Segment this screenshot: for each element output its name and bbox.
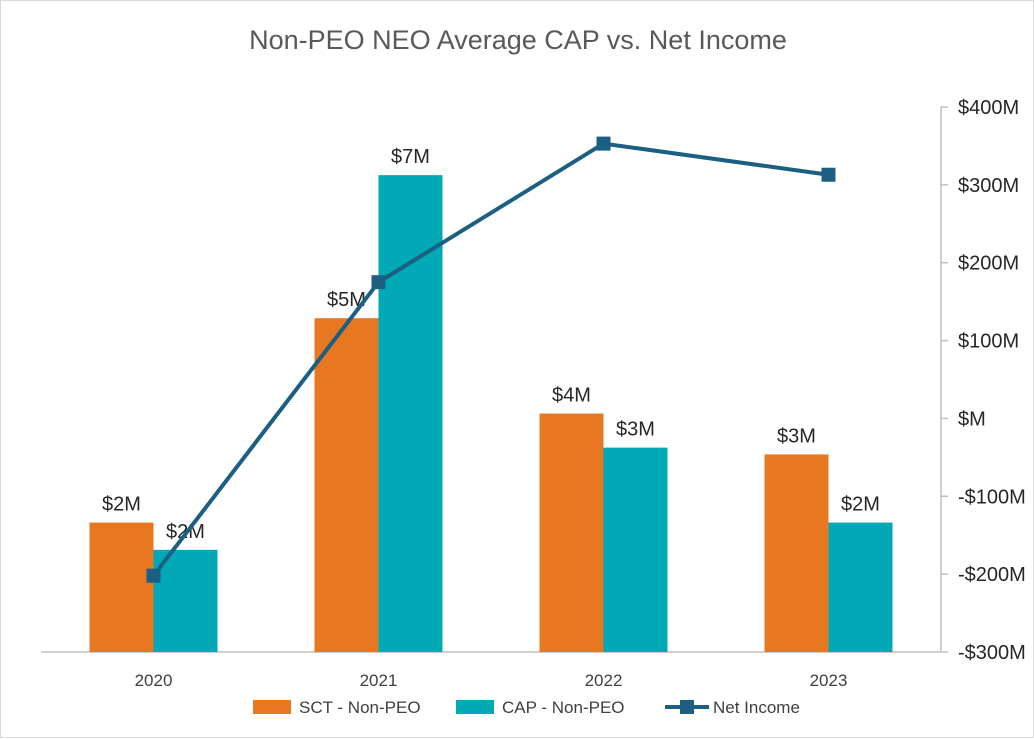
data-label: $3M: [616, 419, 655, 441]
data-label: $5M: [327, 289, 366, 311]
bar-cap: [153, 549, 218, 652]
chart-title: Non-PEO NEO Average CAP vs. Net Income: [249, 25, 787, 55]
data-label: $2M: [841, 494, 880, 516]
x-axis-tick-label: 2021: [360, 671, 398, 690]
right-axis-tick-label: -$200M: [958, 564, 1026, 586]
x-axis-tick-label: 2022: [585, 671, 623, 690]
right-axis-tick-label: $100M: [958, 331, 1019, 353]
data-label: $7M: [391, 146, 430, 168]
net-income-line: [151, 141, 829, 577]
bar-cap: [378, 175, 443, 652]
net-income-marker: [371, 275, 386, 290]
data-label: $4M: [552, 385, 591, 407]
bar-sct: [89, 522, 154, 652]
x-axis-tick-label: 2023: [810, 671, 848, 690]
right-axis-tick-label: $M: [958, 408, 986, 430]
right-axis-tick-label: $400M: [958, 97, 1019, 119]
bar-sct: [314, 318, 379, 652]
legend-swatch: [253, 700, 291, 714]
x-axis-tick-label: 2020: [135, 671, 173, 690]
legend: SCT - Non-PEO CAP - Non-PEO Net Income: [253, 698, 800, 717]
legend-label: Net Income: [713, 698, 800, 717]
legend-marker: [680, 700, 694, 714]
legend-swatch: [456, 700, 494, 714]
data-label: $3M: [777, 425, 816, 447]
data-label: $2M: [102, 494, 141, 516]
bar-sct: [539, 413, 604, 652]
net-income-marker: [146, 568, 161, 583]
bar-cap: [603, 447, 668, 652]
plot-area: $400M $300M $200M $100M $M -$100M -$200M -$300M…: [41, 97, 1026, 690]
right-axis-tick-label: -$100M: [958, 486, 1026, 508]
right-axis-tick-label: $300M: [958, 175, 1019, 197]
bar-sct: [764, 454, 829, 652]
legend-label: SCT - Non-PEO: [299, 698, 421, 717]
legend-label: CAP - Non-PEO: [502, 698, 625, 717]
right-axis-tick-label: $200M: [958, 253, 1019, 275]
bar-cap: [828, 522, 893, 652]
net-income-marker: [596, 136, 611, 151]
net-income-marker: [821, 167, 836, 182]
right-axis-tick-label: -$300M: [958, 642, 1026, 664]
